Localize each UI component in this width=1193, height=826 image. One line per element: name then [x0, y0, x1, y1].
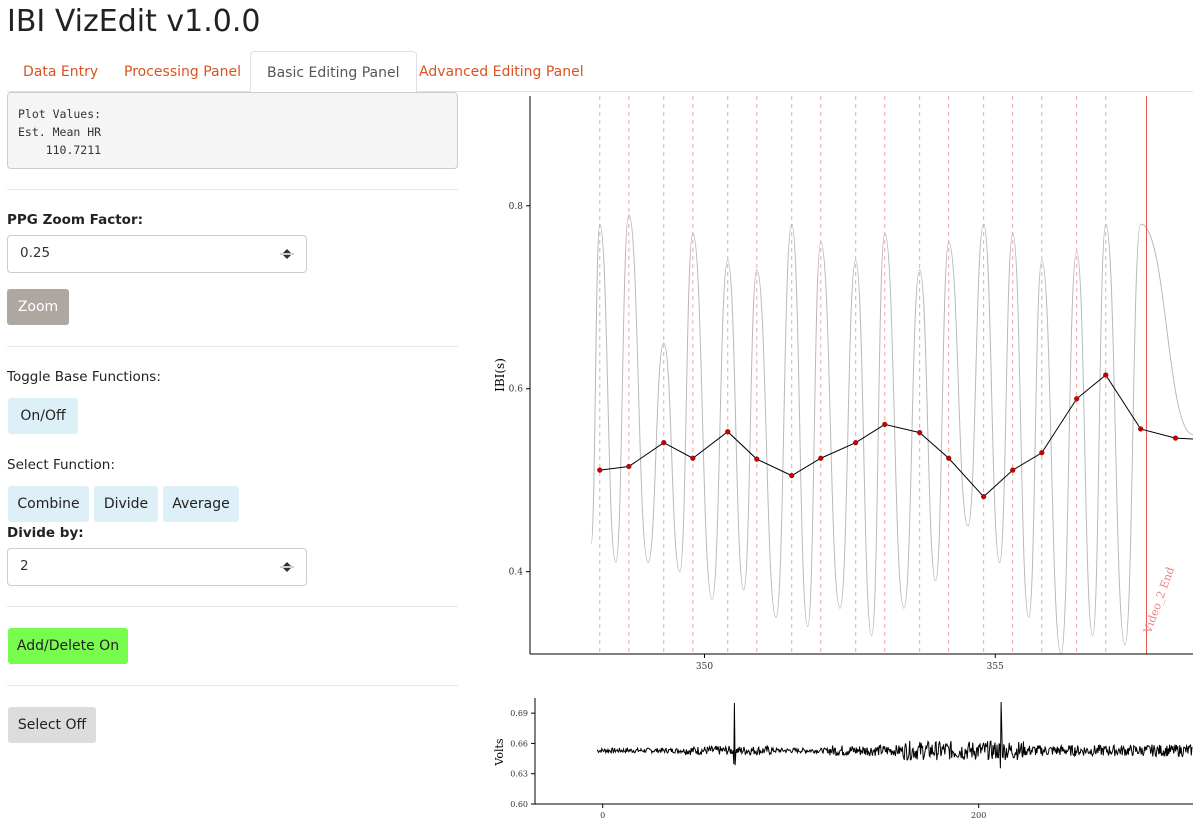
- ibi-point[interactable]: [661, 440, 667, 446]
- ibi-point[interactable]: [1172, 435, 1179, 441]
- plot-values-box: Plot Values: Est. Mean HR 110.7211: [7, 92, 458, 169]
- ibi-point[interactable]: [818, 455, 824, 461]
- x-tick-label: 200: [971, 811, 986, 820]
- tab-processing-panel[interactable]: Processing Panel: [124, 64, 241, 80]
- add-delete-button[interactable]: Add/Delete On: [8, 628, 128, 664]
- zoom-factor-label: PPG Zoom Factor:: [7, 212, 144, 228]
- ibi-point[interactable]: [597, 467, 603, 473]
- app-title: IBI VizEdit v1.0.0: [7, 4, 261, 39]
- ppg-overview-plot[interactable]: 0.60 0.63 0.66 0.69 0 200 Volts: [460, 690, 1193, 826]
- toggle-base-functions-label: Toggle Base Functions:: [7, 369, 161, 385]
- ibi-point[interactable]: [1010, 467, 1016, 473]
- divider: [7, 606, 458, 607]
- spinner-icon[interactable]: [280, 561, 294, 573]
- ibi-point[interactable]: [981, 494, 987, 500]
- y-tick-label: 0.66: [510, 739, 528, 748]
- y-axis-label: Volts: [493, 738, 506, 766]
- on-off-button[interactable]: On/Off: [8, 398, 78, 434]
- divider: [7, 685, 458, 686]
- divide-by-label: Divide by:: [7, 525, 84, 541]
- y-tick-label: 0.60: [510, 800, 528, 809]
- zoom-factor-input[interactable]: 0.25: [7, 235, 307, 273]
- ibi-point[interactable]: [853, 440, 859, 446]
- y-axis-label: IBI(s): [493, 358, 507, 392]
- ibi-plot[interactable]: Video_2 End 0.40.60.8 350 355 IBI(s): [460, 92, 1193, 682]
- ibi-point[interactable]: [690, 455, 696, 461]
- ibi-point[interactable]: [946, 455, 952, 461]
- ibi-point[interactable]: [1039, 450, 1045, 456]
- zoom-button[interactable]: Zoom: [7, 289, 69, 325]
- ibi-point[interactable]: [626, 463, 632, 470]
- y-tick-label: 0.8: [509, 202, 524, 212]
- divide-by-input[interactable]: 2: [7, 548, 307, 586]
- divider: [7, 189, 458, 190]
- divide-by-value: 2: [20, 558, 29, 574]
- x-tick-label: 350: [696, 662, 713, 672]
- divide-button[interactable]: Divide: [94, 486, 158, 522]
- tab-basic-editing-panel[interactable]: Basic Editing Panel: [250, 51, 417, 93]
- y-tick-label: 0.63: [510, 770, 528, 779]
- ibi-point[interactable]: [754, 456, 760, 462]
- x-tick-label: 355: [987, 662, 1004, 672]
- y-tick-label: 0.6: [509, 385, 524, 395]
- select-off-button[interactable]: Select Off: [8, 707, 96, 743]
- average-button[interactable]: Average: [163, 486, 239, 522]
- combine-button[interactable]: Combine: [8, 486, 89, 522]
- ibi-point[interactable]: [1074, 396, 1080, 402]
- x-tick-label: 0: [600, 811, 605, 820]
- spinner-icon[interactable]: [280, 248, 294, 260]
- y-tick-label: 0.4: [509, 568, 524, 578]
- ibi-point[interactable]: [917, 430, 923, 436]
- ibi-series-line: [599, 374, 1193, 498]
- tab-bar: Data Entry Processing Panel Basic Editin…: [7, 51, 1193, 93]
- y-tick-label: 0.69: [510, 709, 528, 718]
- ibi-point[interactable]: [1138, 426, 1144, 432]
- ppg-overview-signal: [596, 701, 1193, 769]
- tab-data-entry[interactable]: Data Entry: [23, 64, 99, 80]
- ibi-point[interactable]: [789, 473, 795, 479]
- select-function-label: Select Function:: [7, 457, 115, 473]
- plot-values-text: Plot Values: Est. Mean HR 110.7211: [18, 107, 102, 157]
- ibi-point[interactable]: [1103, 372, 1109, 378]
- ibi-point[interactable]: [882, 421, 888, 427]
- ppg-waveform: [590, 214, 1193, 655]
- ibi-point[interactable]: [725, 429, 731, 435]
- zoom-factor-value: 0.25: [20, 245, 51, 261]
- divider: [7, 346, 458, 347]
- tab-advanced-editing-panel[interactable]: Advanced Editing Panel: [419, 64, 584, 80]
